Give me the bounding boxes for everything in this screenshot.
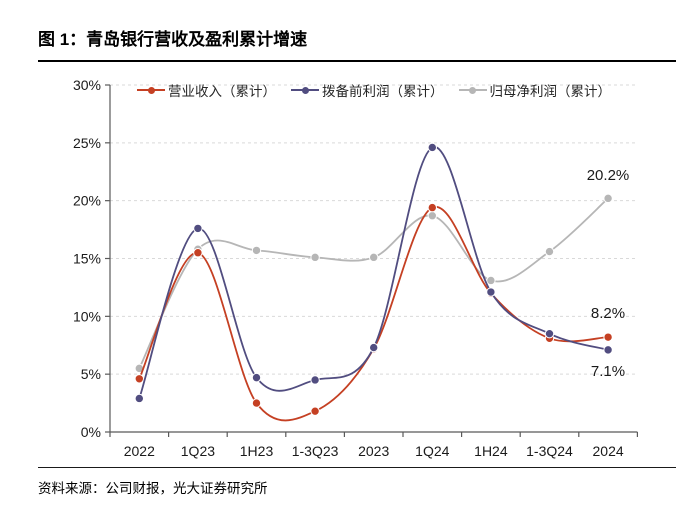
- data-point-0: [193, 248, 203, 258]
- x-tick-label: 1H24: [474, 443, 508, 459]
- data-point-2: [603, 193, 613, 204]
- annotation-netprofit-2024: 20.2%: [586, 167, 630, 184]
- data-point-2: [310, 252, 320, 263]
- data-point-2: [486, 275, 496, 286]
- x-tick-label: 1Q23: [181, 443, 215, 459]
- y-tick-label: 0%: [81, 424, 101, 440]
- legend-label-ppop: 拨备前利润（累计）: [322, 84, 444, 99]
- line-dot-marker-icon: [458, 84, 487, 96]
- y-tick-label: 10%: [73, 308, 101, 324]
- data-point-1: [193, 223, 203, 234]
- data-point-2: [544, 246, 555, 257]
- data-point-1: [486, 287, 496, 297]
- data-point-1: [310, 375, 320, 385]
- data-point-1: [369, 342, 379, 353]
- data-point-0: [134, 374, 145, 384]
- data-point-2: [369, 252, 379, 263]
- x-tick-label: 1Q24: [415, 443, 449, 459]
- title-rule: [38, 60, 676, 62]
- series-line-1: [138, 146, 609, 399]
- source-text: 资料来源：公司财报，光大证券研究所: [38, 481, 268, 496]
- line-dot-marker-icon: [137, 84, 165, 96]
- line-dot-marker-icon: [291, 84, 319, 96]
- y-tick-label: 30%: [73, 77, 101, 93]
- legend-item-netprofit: 归母净利润（累计）: [458, 80, 612, 100]
- x-tick-label: 1-3Q23: [292, 443, 339, 459]
- y-tick-label: 15%: [73, 251, 101, 267]
- data-point-0: [310, 406, 320, 416]
- legend-item-revenue: 营业收入（累计）: [137, 80, 276, 100]
- x-tick-label: 2024: [593, 443, 624, 459]
- x-tick-label: 2022: [124, 443, 155, 459]
- data-point-0: [603, 332, 613, 342]
- x-tick-label: 2023: [358, 443, 389, 459]
- data-point-2: [251, 245, 262, 256]
- legend-label-revenue: 营业收入（累计）: [168, 84, 276, 99]
- data-point-2: [427, 211, 437, 221]
- data-point-0: [427, 202, 437, 213]
- data-point-1: [544, 328, 555, 339]
- figure-title: 图 1：青岛银行营收及盈利累计增速: [38, 30, 308, 49]
- legend-item-ppop: 拨备前利润（累计）: [291, 80, 444, 100]
- data-point-1: [427, 142, 437, 153]
- data-point-1: [134, 393, 145, 404]
- chart-legend: 营业收入（累计） 拨备前利润（累计） 归母净利润（累计）: [110, 80, 638, 100]
- legend-label-netprofit: 归母净利润（累计）: [489, 84, 612, 99]
- x-tick-label: 1H23: [240, 443, 274, 459]
- y-tick-label: 20%: [73, 193, 101, 209]
- y-tick-label: 25%: [73, 135, 101, 151]
- annotation-revenue-2024: 8.2%: [590, 305, 626, 322]
- data-point-1: [251, 372, 262, 383]
- data-point-0: [251, 398, 262, 408]
- x-tick-label: 1-3Q24: [526, 443, 573, 459]
- footer-rule: [38, 467, 676, 468]
- annotation-ppop-2024: 7.1%: [590, 363, 626, 380]
- y-tick-label: 5%: [81, 366, 101, 382]
- data-point-1: [603, 345, 613, 355]
